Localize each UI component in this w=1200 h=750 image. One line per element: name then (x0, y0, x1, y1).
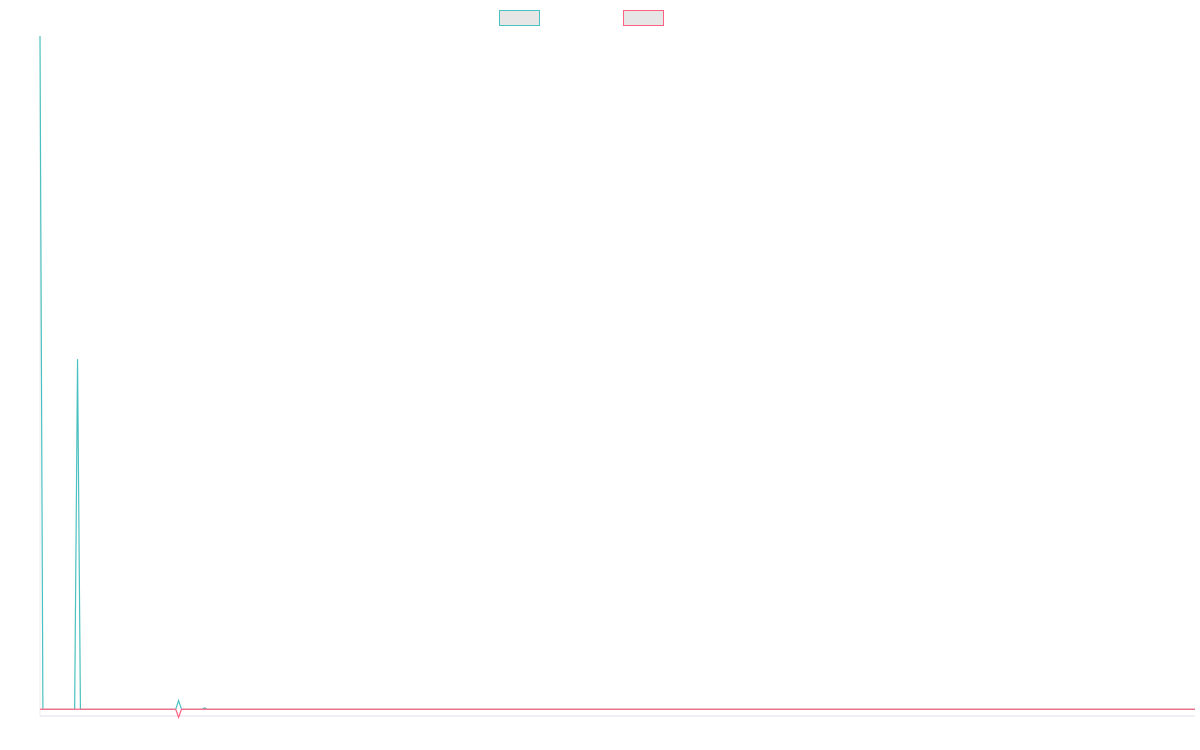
series-line (39, 35, 1195, 710)
series-line (40, 708, 1195, 720)
legend-swatch[interactable] (623, 10, 664, 26)
legend-swatch[interactable] (499, 10, 540, 26)
